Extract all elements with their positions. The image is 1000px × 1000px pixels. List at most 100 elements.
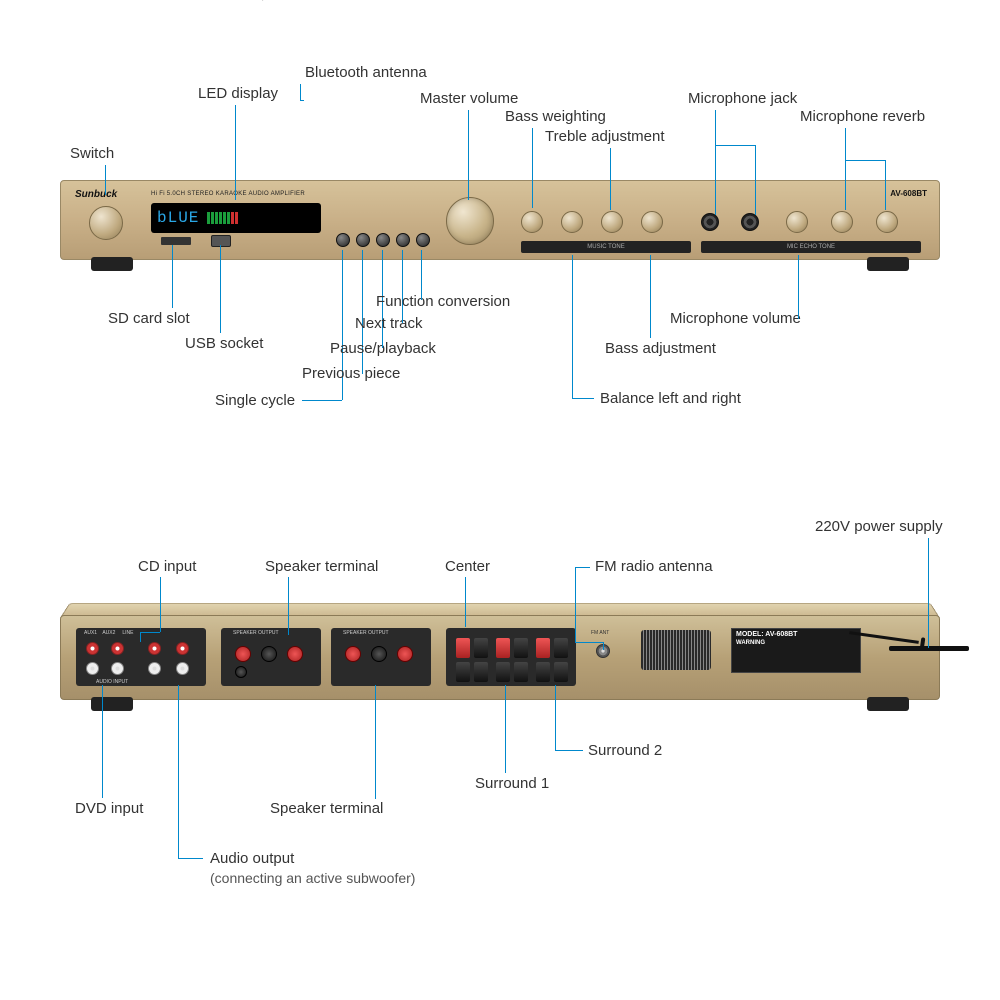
label-bass-adj: Bass adjustment — [605, 340, 716, 357]
label-power: 220V power supply — [815, 518, 943, 535]
line — [172, 245, 173, 308]
spring-clip — [514, 662, 528, 682]
line — [572, 398, 594, 399]
label-switch: Switch — [70, 145, 114, 162]
binding-post — [235, 666, 247, 678]
spring-clip — [496, 638, 510, 658]
line — [575, 642, 603, 643]
line — [288, 577, 289, 635]
line — [798, 318, 799, 319]
line — [220, 245, 221, 333]
label-dvd: DVD input — [75, 800, 143, 817]
mic-jack-1 — [701, 213, 719, 231]
label-surround-1: Surround 1 — [475, 775, 549, 792]
label-center: Center — [445, 558, 490, 575]
rca — [86, 662, 99, 675]
speaker-panel-2: SPEAKER OUTPUT — [331, 628, 431, 686]
line — [235, 105, 236, 200]
line — [572, 255, 573, 398]
label-speaker-2: Speaker terminal — [270, 800, 383, 817]
rca — [176, 662, 189, 675]
echo-knob-2 — [876, 211, 898, 233]
amplifier-rear: AUX1 AUX2 LINE AUDIO INPUT SPEAKER OUTPU… — [60, 615, 940, 700]
front-foot-right — [867, 257, 909, 271]
spring-clip — [496, 662, 510, 682]
label-mic-jack: Microphone jack — [688, 90, 797, 107]
line — [160, 577, 161, 632]
subtitle-text: Hi Fi 5.0CH STEREO KARAOKE AUDIO AMPLIFI… — [151, 191, 305, 197]
display-text: bLUE — [157, 209, 199, 227]
power-cord — [889, 646, 969, 651]
audio-input-panel: AUX1 AUX2 LINE AUDIO INPUT — [76, 628, 206, 686]
spring-clip — [474, 662, 488, 682]
label-func: Function conversion — [376, 293, 510, 310]
mic-vol-knob — [786, 211, 808, 233]
line — [755, 145, 756, 215]
line — [928, 538, 929, 648]
label-audio-out-sub: (connecting an active subwoofer) — [210, 870, 415, 886]
line — [575, 567, 576, 642]
line — [650, 255, 651, 338]
line — [375, 798, 376, 799]
line — [575, 567, 590, 568]
label-bass-weight: Bass weighting — [505, 108, 606, 125]
label-fm: FM radio antenna — [595, 558, 713, 575]
echo-strip: MIC ECHO TONE — [701, 241, 921, 253]
spring-clip — [514, 638, 528, 658]
spring-clip — [474, 638, 488, 658]
spring-clip — [554, 662, 568, 682]
front-foot-left — [91, 257, 133, 271]
rca — [111, 662, 124, 675]
line — [300, 84, 301, 101]
line — [505, 685, 506, 773]
line — [105, 165, 106, 195]
line — [140, 632, 141, 642]
line — [885, 160, 886, 210]
rear-foot-left — [91, 697, 133, 711]
line — [421, 250, 422, 300]
rca — [176, 642, 189, 655]
binding-post — [397, 646, 413, 662]
bass-knob — [641, 211, 663, 233]
spring-clip — [554, 638, 568, 658]
model-text: AV-608BT — [890, 189, 927, 198]
label-surround-2: Surround 2 — [588, 742, 662, 759]
spring-clip — [536, 638, 550, 658]
label-master-vol: Master volume — [420, 90, 518, 107]
label-treble: Treble adjustment — [545, 128, 665, 145]
line — [178, 858, 203, 859]
binding-post — [235, 646, 251, 662]
line — [402, 250, 403, 323]
label-balance: Balance left and right — [600, 390, 741, 407]
led-display: bLUE — [151, 203, 321, 233]
label-speaker-1: Speaker terminal — [265, 558, 378, 575]
binding-post — [287, 646, 303, 662]
rca — [86, 642, 99, 655]
label-bt-antenna: Bluetooth antenna — [305, 64, 427, 81]
label-usb: USB socket — [185, 335, 263, 352]
volume-knob — [446, 197, 494, 245]
model-box: MODEL: AV-608BT WARNING — [731, 628, 861, 673]
label-cd: CD input — [138, 558, 196, 575]
rear-foot-right — [867, 697, 909, 711]
label-mic-reverb: Microphone reverb — [800, 108, 925, 125]
spring-clip — [536, 662, 550, 682]
line — [465, 577, 466, 627]
label-single-cycle: Single cycle — [215, 392, 295, 409]
binding-post — [345, 646, 361, 662]
brand-text: Sunbuck — [75, 189, 117, 200]
spring-clip — [456, 662, 470, 682]
line — [610, 148, 611, 210]
label-sd: SD card slot — [108, 310, 190, 327]
line — [798, 255, 799, 318]
balance-knob — [561, 211, 583, 233]
vent — [641, 630, 711, 670]
line — [715, 110, 716, 215]
label-next: Next track — [355, 315, 423, 332]
line — [715, 145, 755, 146]
line — [532, 128, 533, 208]
label-led-display: LED display — [198, 85, 278, 102]
rca — [111, 642, 124, 655]
line — [102, 685, 103, 798]
rca — [148, 642, 161, 655]
